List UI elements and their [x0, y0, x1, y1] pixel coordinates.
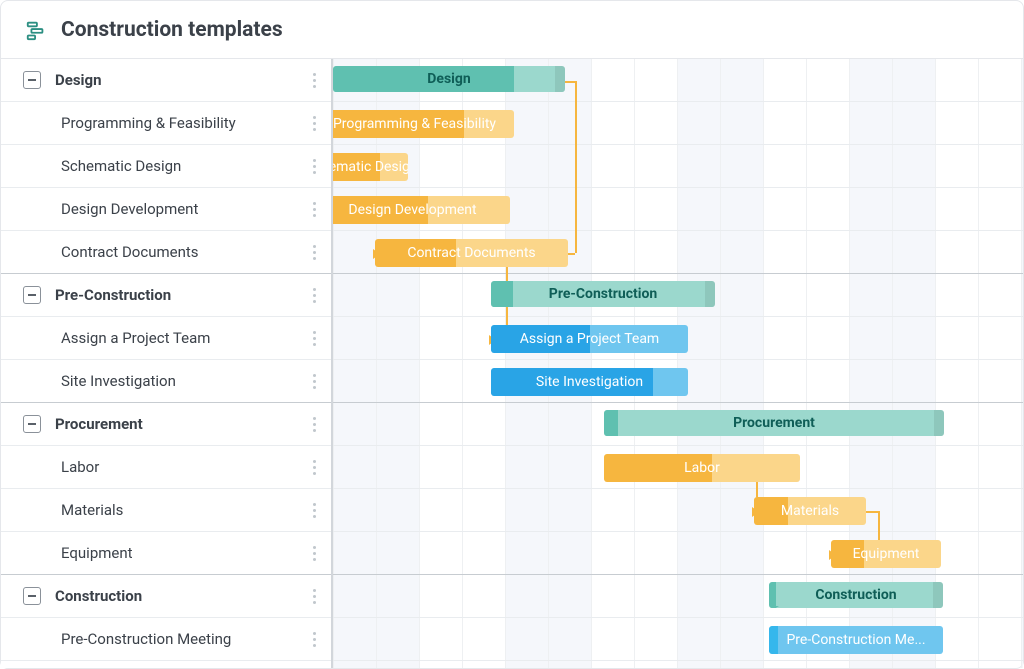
progress-fill: [333, 66, 514, 92]
bar-label: Programming & Feasibility: [333, 116, 496, 132]
gantt-body: Design Programming & Feasibility Schematic…: [1, 59, 1023, 668]
drag-handle-icon[interactable]: [309, 503, 323, 518]
gantt-group-bar[interactable]: Construction: [769, 582, 943, 608]
bar-label: Design Development: [348, 202, 476, 218]
task-row[interactable]: Programming & Feasibility: [1, 102, 331, 145]
bar-label: Site Investigation: [536, 374, 643, 390]
drag-handle-icon[interactable]: [309, 159, 323, 174]
bar-label: Schematic Design: [333, 159, 408, 175]
gantt-group-bar[interactable]: Pre-Construction: [491, 281, 715, 307]
drag-handle-icon[interactable]: [309, 632, 323, 647]
task-label: Materials: [23, 501, 309, 519]
progress-fill: [769, 626, 778, 654]
gantt-task-bar[interactable]: Site Investigation: [491, 368, 688, 396]
drag-handle-icon[interactable]: [309, 288, 323, 303]
task-label: Construction: [55, 587, 309, 605]
task-row[interactable]: Materials: [1, 489, 331, 532]
app-window: Construction templates Design Programming…: [0, 0, 1024, 669]
drag-handle-icon[interactable]: [309, 331, 323, 346]
drag-handle-icon[interactable]: [309, 546, 323, 561]
gantt-group-bar[interactable]: Design: [333, 66, 565, 92]
task-row[interactable]: Pre-Construction Meeting: [1, 618, 331, 661]
gantt-task-bar[interactable]: Programming & Feasibility: [333, 110, 514, 138]
task-row[interactable]: Site Investigation: [1, 360, 331, 403]
task-label: Site Investigation: [23, 372, 309, 390]
progress-fill: [769, 582, 776, 608]
drag-handle-icon[interactable]: [309, 202, 323, 217]
timeline-panel: Design Programming & Feasibility Schematic…: [333, 59, 1023, 668]
bar-label: Pre-Construction: [549, 286, 657, 302]
drag-handle-icon[interactable]: [309, 589, 323, 604]
gantt-task-bar[interactable]: Assign a Project Team: [491, 325, 688, 353]
task-label: Design Development: [23, 200, 309, 218]
collapse-button[interactable]: [23, 71, 41, 89]
gantt-bars: Design Programming & Feasibility Schematic…: [333, 59, 1023, 668]
gantt-task-bar[interactable]: Schematic Design: [333, 153, 408, 181]
gantt-task-bar[interactable]: Labor: [604, 454, 800, 482]
progress-fill: [604, 410, 618, 436]
task-group-row[interactable]: Pre-Construction: [1, 274, 331, 317]
drag-handle-icon[interactable]: [309, 417, 323, 432]
task-label: Pre-Construction Meeting: [23, 630, 309, 648]
task-row[interactable]: Labor: [1, 446, 331, 489]
bar-label: Assign a Project Team: [520, 331, 659, 347]
gantt-task-bar[interactable]: Equipment: [831, 540, 941, 568]
task-list-panel: Design Programming & Feasibility Schematic…: [1, 59, 333, 668]
task-label: Assign a Project Team: [23, 329, 309, 347]
task-label: Design: [55, 71, 309, 89]
bar-label: Labor: [684, 460, 720, 476]
task-group-row[interactable]: Construction: [1, 575, 331, 618]
task-label: Schematic Design: [23, 157, 309, 175]
progress-fill: [491, 281, 513, 307]
drag-handle-icon[interactable]: [309, 374, 323, 389]
bar-label: Equipment: [853, 546, 920, 562]
drag-handle-icon[interactable]: [309, 460, 323, 475]
task-label: Programming & Feasibility: [23, 114, 309, 132]
bar-label: Procurement: [733, 415, 815, 431]
gantt-task-bar[interactable]: Pre-Construction Me...: [769, 626, 943, 654]
task-group-row[interactable]: Design: [1, 59, 331, 102]
bar-label: Pre-Construction Me...: [786, 632, 925, 648]
bar-label: Design: [427, 71, 470, 87]
collapse-button[interactable]: [23, 415, 41, 433]
collapse-button[interactable]: [23, 587, 41, 605]
drag-handle-icon[interactable]: [309, 73, 323, 88]
gantt-task-bar[interactable]: Contract Documents: [375, 239, 568, 267]
task-label: Pre-Construction: [55, 286, 309, 304]
task-row[interactable]: Contract Documents: [1, 231, 331, 274]
gantt-task-bar[interactable]: Design Development: [333, 196, 510, 224]
task-row[interactable]: Equipment: [1, 532, 331, 575]
task-row[interactable]: Assign a Project Team: [1, 317, 331, 360]
task-label: Contract Documents: [23, 243, 309, 261]
task-row[interactable]: Schematic Design: [1, 145, 331, 188]
gantt-chart-icon: [25, 19, 47, 41]
header: Construction templates: [1, 1, 1023, 59]
task-group-row[interactable]: Procurement: [1, 403, 331, 446]
bar-label: Construction: [815, 587, 896, 603]
collapse-button[interactable]: [23, 286, 41, 304]
bar-label: Contract Documents: [407, 245, 535, 261]
task-label: Procurement: [55, 415, 309, 433]
bar-label: Materials: [781, 503, 839, 519]
task-label: Labor: [23, 458, 309, 476]
gantt-group-bar[interactable]: Procurement: [604, 410, 944, 436]
drag-handle-icon[interactable]: [309, 245, 323, 260]
gantt-task-bar[interactable]: Materials: [754, 497, 866, 525]
page-title: Construction templates: [61, 18, 283, 42]
task-label: Equipment: [23, 544, 309, 562]
task-row[interactable]: Design Development: [1, 188, 331, 231]
drag-handle-icon[interactable]: [309, 116, 323, 131]
